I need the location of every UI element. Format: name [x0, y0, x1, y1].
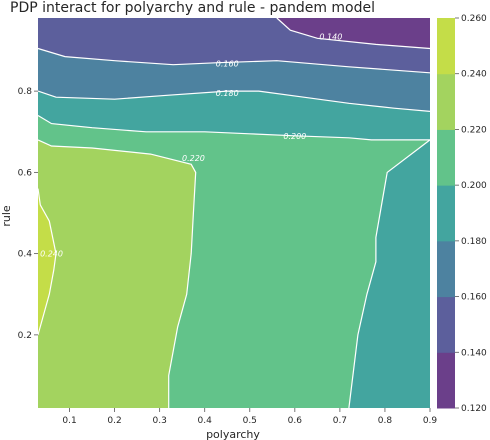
chart-title: PDP interact for polyarchy and rule - pa… [10, 0, 375, 16]
x-tick-label-0.9: 0.9 [423, 416, 438, 426]
colorbar-segment-0.160 [437, 240, 455, 298]
contour-label-0.200: 0.200 [283, 132, 306, 141]
x-tick-label-0.7: 0.7 [333, 416, 347, 426]
x-tick-label-0.4: 0.4 [198, 416, 213, 426]
plot-area: 0.140 0.160 0.180 0.200 0.220 0.240 [37, 17, 431, 409]
colorbar-segment-0.180 [437, 185, 455, 242]
colorbar-segment-0.120 [437, 352, 455, 409]
colorbar-tick-label-0.220: 0.220 [461, 125, 487, 135]
y-axis: 0.2 0.4 0.6 0.8 [18, 87, 38, 341]
colorbar-tick-label-0.180: 0.180 [461, 237, 487, 247]
colorbar-segment-0.220 [437, 73, 455, 130]
contour-line-0.200-3 [37, 114, 430, 141]
contour-label-0.220: 0.220 [182, 154, 205, 163]
colorbar-tick-label-0.140: 0.140 [461, 348, 487, 358]
colorbar-tick-label-0.260: 0.260 [461, 14, 487, 24]
band-0.24-0.26 [38, 188, 56, 335]
contour-line-0.220-5 [37, 139, 197, 408]
x-tick-label-0.8: 0.8 [378, 416, 393, 426]
colorbar-tick-label-0.160: 0.160 [461, 293, 487, 303]
y-tick-label-0.4: 0.4 [18, 250, 33, 260]
contour-line-0.160-1 [37, 47, 431, 74]
band-0.12-0.14 [276, 18, 430, 49]
contour-line-0.200-4 [348, 139, 431, 409]
y-tick-label-0.2: 0.2 [18, 331, 32, 341]
contour-label-0.160: 0.160 [216, 60, 239, 69]
colorbar-segment-0.240 [437, 18, 455, 75]
colorbar-tick-label-0.120: 0.120 [461, 404, 487, 414]
colorbar: 0.120 0.140 0.160 0.180 0.200 0.220 0.240 0.260 [437, 14, 487, 414]
contour-line-0.140-0 [276, 17, 431, 50]
contour-label-0.140: 0.140 [319, 32, 342, 41]
y-axis-label: rule [0, 205, 13, 227]
x-tick-label-0.5: 0.5 [243, 416, 257, 426]
x-tick-label-0.3: 0.3 [152, 416, 166, 426]
x-tick-label-0.6: 0.6 [288, 416, 303, 426]
colorbar-segment-0.200 [437, 129, 455, 186]
colorbar-tick-label-0.200: 0.200 [461, 181, 487, 191]
x-tick-label-0.2: 0.2 [107, 416, 121, 426]
contour-line-0.240-6 [37, 188, 57, 336]
contour-line-0.180-2 [37, 90, 431, 112]
contour-label-0.180: 0.180 [216, 89, 239, 98]
x-axis: 0.1 0.2 0.3 0.4 0.5 0.6 0.7 0.8 0.9 [62, 408, 437, 426]
colorbar-segment-0.140 [437, 296, 455, 353]
band-0.22-0.24 [38, 139, 196, 408]
y-tick-label-0.6: 0.6 [18, 168, 33, 178]
contour-label-0.240: 0.240 [40, 250, 63, 259]
x-axis-label: polyarchy [206, 428, 260, 440]
x-tick-label-0.1: 0.1 [62, 416, 76, 426]
y-tick-label-0.8: 0.8 [18, 87, 33, 97]
colorbar-tick-label-0.240: 0.240 [461, 70, 487, 80]
